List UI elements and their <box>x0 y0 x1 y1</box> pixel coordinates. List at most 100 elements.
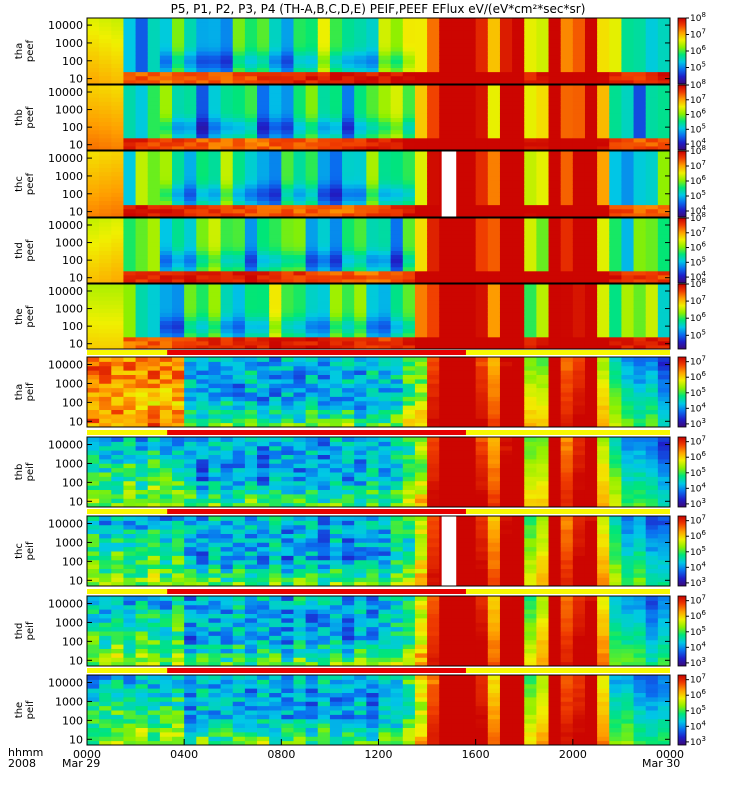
heatmap-cell <box>487 46 501 52</box>
heatmap-cell <box>172 212 185 218</box>
heatmap-cell <box>269 222 282 227</box>
heatmap-cell <box>560 155 574 160</box>
heatmap-cell <box>269 308 282 313</box>
heatmap-cell <box>512 121 525 127</box>
heatmap-cell <box>390 320 404 326</box>
heatmap-cell <box>123 258 137 264</box>
heatmap-cell <box>463 188 477 193</box>
heatmap-cell <box>293 30 307 35</box>
heatmap-cell <box>657 230 671 235</box>
heatmap-cell <box>354 38 367 44</box>
heatmap-cell <box>135 489 149 495</box>
heatmap-cell <box>584 284 598 289</box>
heatmap-cell <box>439 121 452 127</box>
heatmap-cell <box>536 270 550 276</box>
heatmap-cell <box>354 218 367 223</box>
heatmap-cell <box>402 208 416 214</box>
heatmap-cell <box>427 238 440 243</box>
heatmap-cell <box>305 167 319 173</box>
heatmap-cell <box>342 34 355 40</box>
heatmap-cell <box>305 324 319 330</box>
heatmap-cell <box>269 374 282 380</box>
heatmap-cell <box>657 392 671 397</box>
heatmap-cell <box>269 141 282 147</box>
heatmap-cell <box>269 246 282 251</box>
heatmap-cell <box>427 296 440 301</box>
heatmap-cell <box>451 159 465 164</box>
heatmap-cell <box>402 109 416 114</box>
heatmap-cell <box>244 226 258 231</box>
heatmap-cell <box>609 200 622 206</box>
heatmap-cell <box>584 113 598 118</box>
heatmap-cell <box>232 63 246 68</box>
heatmap-cell <box>135 71 149 77</box>
heatmap-cell <box>342 145 355 151</box>
heatmap-cell <box>244 204 258 210</box>
heatmap-cell <box>232 192 246 197</box>
heatmap-cell <box>135 51 149 56</box>
heatmap-cell <box>99 472 112 477</box>
heatmap-cell <box>147 222 161 227</box>
heatmap-cell <box>451 109 465 114</box>
heatmap-cell <box>208 405 222 410</box>
heatmap-cell <box>305 133 319 139</box>
heatmap-cell <box>135 370 149 375</box>
heatmap-cell <box>572 18 586 23</box>
heatmap-cell <box>111 171 124 177</box>
heatmap-cell <box>548 79 562 85</box>
heatmap-cell <box>111 133 124 139</box>
heatmap-cell <box>524 242 537 247</box>
heatmap-cell <box>342 396 355 402</box>
heatmap-cell <box>548 266 562 272</box>
heatmap-cell <box>269 270 282 276</box>
heatmap-cell <box>633 222 647 227</box>
heatmap-cell <box>609 238 622 243</box>
heatmap-cell <box>111 304 124 309</box>
heatmap-cell <box>439 51 452 56</box>
heatmap-cell <box>329 308 343 313</box>
heatmap-cell <box>159 18 173 23</box>
heatmap-cell <box>414 129 428 135</box>
heatmap-cell <box>633 51 647 56</box>
heatmap-cell <box>184 418 197 424</box>
heatmap-cell <box>232 312 246 317</box>
heatmap-cell <box>208 472 222 477</box>
heatmap-cell <box>633 101 647 106</box>
heatmap-cell <box>439 308 452 313</box>
heatmap-cell <box>87 441 100 447</box>
heatmap-cell <box>317 230 331 235</box>
heatmap-cell <box>196 145 209 151</box>
heatmap-cell <box>536 324 550 330</box>
heatmap-cell <box>378 175 392 181</box>
heatmap-cell <box>463 234 477 239</box>
heatmap-cell <box>439 288 452 293</box>
heatmap-cell <box>621 179 635 185</box>
heatmap-cell <box>560 242 574 247</box>
heatmap-cell <box>657 121 671 127</box>
heatmap-cell <box>584 85 598 90</box>
heatmap-cell <box>378 59 392 64</box>
heatmap-cell <box>536 254 550 260</box>
heatmap-cell <box>111 270 124 276</box>
heatmap-cell <box>99 498 112 504</box>
heatmap-cell <box>390 192 404 197</box>
heatmap-cell <box>499 67 513 73</box>
heatmap-cell <box>548 270 562 276</box>
heatmap-cell <box>123 129 137 135</box>
heatmap-cell <box>342 212 355 218</box>
heatmap-cell <box>572 97 586 102</box>
heatmap-cell <box>609 151 622 156</box>
heatmap-cell <box>244 242 258 247</box>
heatmap-cell <box>475 418 489 424</box>
heatmap-cell <box>451 46 465 52</box>
heatmap-cell <box>657 361 671 367</box>
heatmap-cell <box>135 493 149 499</box>
heatmap-cell <box>172 18 185 23</box>
heatmap-cell <box>378 316 392 322</box>
heatmap-cell <box>99 296 112 301</box>
heatmap-cell <box>147 212 161 218</box>
heatmap-cell <box>499 121 513 127</box>
heatmap-cell <box>475 75 489 81</box>
heatmap-cell <box>232 151 246 156</box>
